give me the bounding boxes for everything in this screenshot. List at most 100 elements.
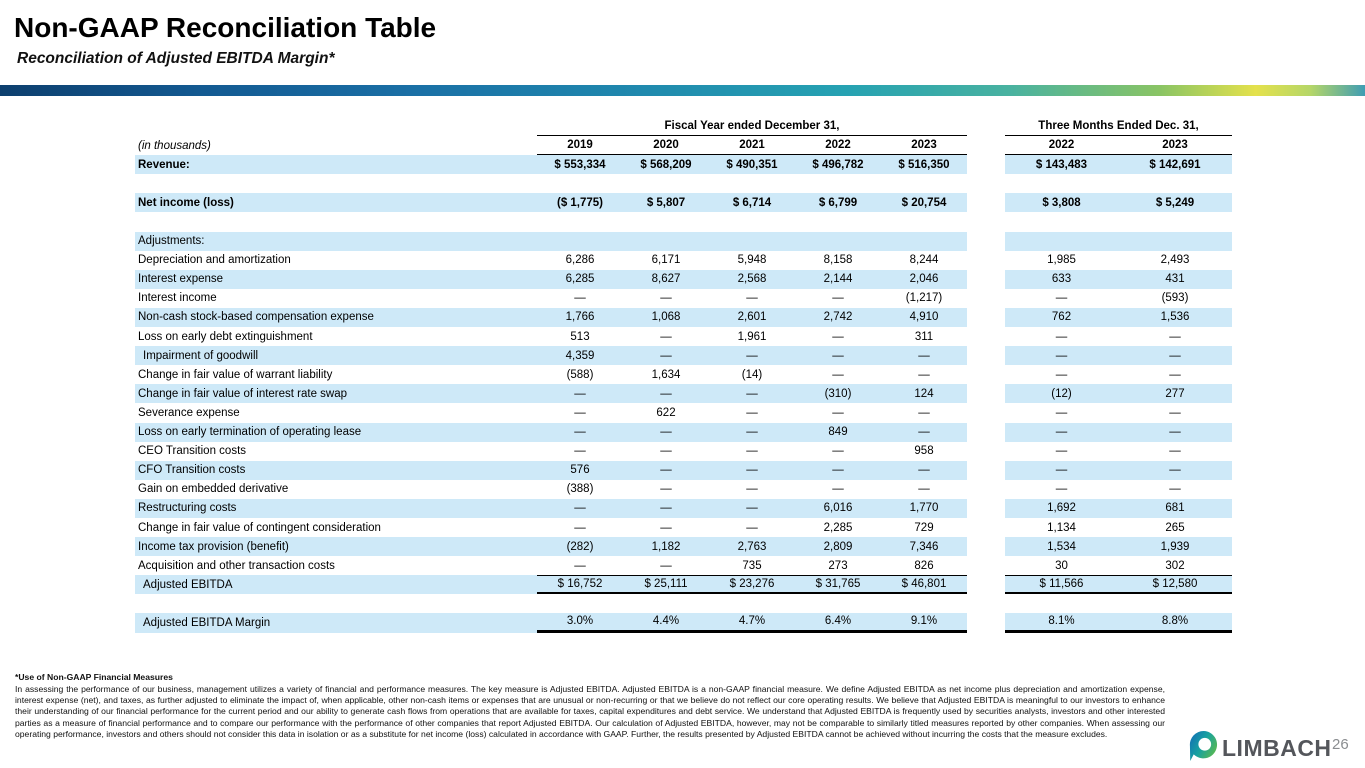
fy-value-cell: (14) <box>741 368 763 381</box>
fy-value-cell: 6,016 <box>795 498 881 518</box>
fy-value-cell: 1,182 <box>623 537 709 557</box>
fy-value-cell: — <box>660 521 672 534</box>
fy-value-cell: 2,285 <box>823 521 853 534</box>
fy-value-cell: — <box>660 330 672 343</box>
fy-value-cell: — <box>574 406 586 419</box>
tm-value-cell: — <box>1055 445 1068 458</box>
tm-value-cell: — <box>1169 406 1181 419</box>
fy-value-cell: — <box>832 330 844 343</box>
fy-value-cell: — <box>709 498 795 518</box>
tm-value-cell: — <box>1118 346 1232 366</box>
tm-value-cell: 2,493 <box>1160 254 1190 267</box>
fy-value-cell: — <box>832 292 844 305</box>
fy-value-cell: — <box>832 406 844 419</box>
fy-value-cell: (1,217) <box>905 292 943 305</box>
row-label: Adjusted EBITDA <box>135 575 537 595</box>
fy-value-cell: — <box>623 384 709 404</box>
header-spacer-cell <box>135 117 537 136</box>
fy-value-cell: — <box>918 483 930 496</box>
group-gap <box>967 193 1005 212</box>
fy-value-cell: — <box>623 422 709 442</box>
group-gap <box>967 613 1005 632</box>
row-label: Interest income <box>138 292 217 305</box>
tm-value-cell: 1,692 <box>1005 498 1118 518</box>
group-gap <box>967 327 1005 346</box>
logo-mark-icon <box>1188 730 1218 767</box>
fy-value-cell: — <box>574 445 586 458</box>
group-gap <box>967 499 1005 518</box>
group-gap <box>967 442 1005 461</box>
fy-value-cell: — <box>574 292 586 305</box>
fy-value-cell: — <box>660 559 672 572</box>
fy-value-cell: 735 <box>742 559 762 572</box>
fy-value-cell: — <box>574 559 586 572</box>
fy-value-cell: — <box>660 292 672 305</box>
group-gap <box>967 384 1005 403</box>
tm-value-cell: — <box>1169 483 1181 496</box>
group-gap <box>967 480 1005 499</box>
fy-value-cell: 6,285 <box>537 269 623 289</box>
fy-value-cell: 311 <box>914 330 934 343</box>
group-gap <box>967 117 1005 136</box>
tm-value-cell: 681 <box>1118 498 1232 518</box>
tm-value-cell: — <box>1005 346 1118 366</box>
fy-value-cell: — <box>709 346 795 366</box>
reconciliation-table: Fiscal Year ended December 31, Three Mont… <box>135 117 1232 633</box>
tm-value-cell: — <box>1169 330 1181 343</box>
fy-value-cell: 8,627 <box>623 269 709 289</box>
fy-year-header: 2022 <box>795 136 881 156</box>
tm-value-cell: $ 11,566 <box>1005 575 1118 595</box>
fy-value-cell: 3.0% <box>537 613 623 633</box>
row-label: Revenue: <box>135 155 537 175</box>
row-label: Restructuring costs <box>135 498 537 518</box>
fy-value-cell: ($ 1,775) <box>537 193 623 213</box>
fy-value-cell: $ 6,799 <box>795 193 881 213</box>
fy-value-cell: — <box>660 483 672 496</box>
fy-value-cell: 124 <box>881 384 967 404</box>
tm-value-cell: — <box>1118 460 1232 480</box>
fy-value-cell: $ 6,714 <box>709 193 795 213</box>
group-gap <box>967 289 1005 308</box>
row-label: Loss on early debt extinguishment <box>138 330 313 343</box>
row-label: Income tax provision (benefit) <box>135 537 537 557</box>
group-gap <box>967 575 1005 594</box>
row-label: CEO Transition costs <box>138 445 247 458</box>
fy-value-cell: — <box>746 483 758 496</box>
fy-value-cell: 1,068 <box>623 307 709 328</box>
row-label: Net income (loss) <box>135 193 537 213</box>
fy-value-cell: 622 <box>656 406 676 419</box>
fy-value-cell: (282) <box>537 537 623 557</box>
fy-value-cell: $ 25,111 <box>623 575 709 595</box>
tm-value-cell: 265 <box>1165 521 1185 534</box>
page-title: Non-GAAP Reconciliation Table <box>14 12 437 43</box>
three-months-group-header: Three Months Ended Dec. 31, <box>1005 117 1232 137</box>
tm-value-cell: $ 142,691 <box>1118 155 1232 175</box>
footnote-heading: *Use of Non-GAAP Financial Measures <box>15 672 173 682</box>
row-label: Gain on embedded derivative <box>138 483 289 496</box>
fy-year-header: 2023 <box>881 136 967 156</box>
row-label: Adjusted EBITDA Margin <box>135 613 537 633</box>
tm-value-cell: 30 <box>1055 559 1068 572</box>
fy-value-cell: 4,359 <box>537 346 623 366</box>
group-gap <box>967 232 1005 251</box>
tm-value-cell: 302 <box>1165 559 1185 572</box>
fy-value-cell: — <box>709 460 795 480</box>
row-label: Impairment of goodwill <box>135 346 537 366</box>
group-gap <box>967 556 1005 575</box>
fy-value-cell: 1,770 <box>881 498 967 518</box>
fy-value-cell: 1,766 <box>537 307 623 328</box>
fy-value-cell: 2,809 <box>795 537 881 557</box>
fy-value-cell: — <box>832 483 844 496</box>
fy-value-cell: — <box>746 406 758 419</box>
tm-value-cell: 277 <box>1118 384 1232 404</box>
fy-value-cell: — <box>795 460 881 480</box>
group-gap <box>967 308 1005 327</box>
tm-value-cell: (593) <box>1161 292 1189 305</box>
fy-value-cell <box>623 231 709 251</box>
tm-value-cell: 1,985 <box>1047 254 1076 267</box>
fy-value-cell: — <box>795 346 881 366</box>
fy-value-cell: $ 5,807 <box>623 193 709 213</box>
tm-value-cell <box>1005 231 1118 251</box>
fy-value-cell: — <box>746 292 758 305</box>
fy-value-cell: $ 553,334 <box>537 155 623 175</box>
